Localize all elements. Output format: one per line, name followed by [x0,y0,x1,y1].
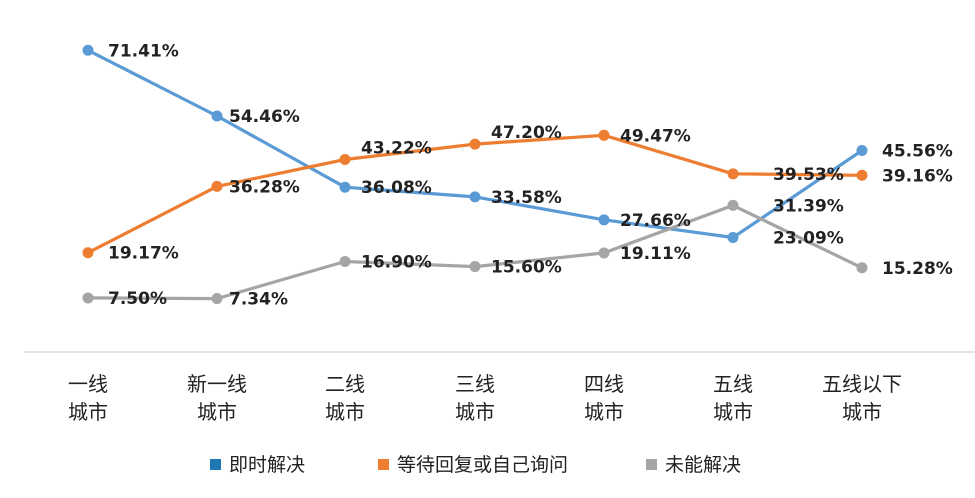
legend-marker-unresolved [646,459,657,470]
legend-marker-waiting [378,459,389,470]
category-label-1-line-0: 新一线 [187,372,247,396]
data-label-unresolved-5: 31.39% [773,196,844,216]
legend-label-instant: 即时解决 [229,454,305,476]
data-point-instant-2 [339,181,351,193]
category-label-0-line-1: 城市 [68,400,108,424]
data-point-instant-0 [82,44,94,56]
category-label-3-line-1: 城市 [455,400,495,424]
data-point-instant-4 [598,214,610,226]
legend-label-waiting: 等待回复或自己询问 [397,454,568,476]
data-point-instant-5 [727,232,739,244]
legend-marker-instant [210,459,221,470]
category-label-4-line-0: 四线 [584,372,624,396]
data-label-waiting-3: 47.20% [491,123,562,143]
data-label-unresolved-0: 7.50% [108,289,167,309]
data-label-waiting-5: 39.53% [773,165,844,185]
data-point-unresolved-1 [211,293,223,305]
data-point-unresolved-2 [339,256,351,268]
data-point-unresolved-0 [82,292,94,304]
data-point-instant-6 [856,144,868,156]
data-label-instant-2: 36.08% [361,178,432,198]
category-label-4-line-1: 城市 [584,400,624,424]
series-line-unresolved [86,203,864,301]
category-label-6-line-1: 城市 [842,400,882,424]
data-point-unresolved-6 [856,262,868,274]
data-label-unresolved-1: 7.34% [229,290,288,310]
data-label-waiting-4: 49.47% [620,126,691,146]
data-point-waiting-6 [856,169,868,181]
data-label-instant-1: 54.46% [229,107,300,127]
data-label-waiting-6: 39.16% [882,166,953,186]
data-point-instant-3 [469,191,481,203]
data-point-waiting-1 [211,180,223,192]
data-label-waiting-0: 19.17% [108,244,179,264]
data-label-waiting-1: 36.28% [229,177,300,197]
legend-label-unresolved: 未能解决 [665,454,741,476]
category-label-1-line-1: 城市 [197,400,237,424]
data-point-instant-1 [211,110,223,122]
data-label-instant-0: 71.41% [108,41,179,61]
data-label-instant-5: 23.09% [773,229,844,249]
data-point-unresolved-5 [727,199,739,211]
category-label-0-line-0: 一线 [68,372,108,396]
data-label-instant-4: 27.66% [620,211,691,231]
category-label-5-line-1: 城市 [713,400,753,424]
data-point-waiting-5 [727,168,739,180]
data-point-unresolved-4 [598,247,610,259]
data-point-waiting-4 [598,129,610,141]
data-label-instant-3: 33.58% [491,188,562,208]
category-label-2-line-1: 城市 [325,400,365,424]
data-label-unresolved-4: 19.11% [620,244,691,264]
data-point-waiting-2 [339,154,351,166]
category-label-6-line-0: 五线以下 [822,372,902,396]
data-label-unresolved-3: 15.60% [491,258,562,278]
category-label-2-line-0: 二线 [325,372,365,396]
data-label-waiting-2: 43.22% [361,139,432,159]
data-point-waiting-3 [469,138,481,150]
data-label-unresolved-2: 16.90% [361,253,432,273]
category-label-5-line-0: 五线 [713,372,753,396]
category-label-3-line-0: 三线 [455,372,495,396]
data-point-waiting-0 [82,247,94,259]
data-label-unresolved-6: 15.28% [882,259,953,279]
data-point-unresolved-3 [469,261,481,273]
data-label-instant-6: 45.56% [882,141,953,161]
